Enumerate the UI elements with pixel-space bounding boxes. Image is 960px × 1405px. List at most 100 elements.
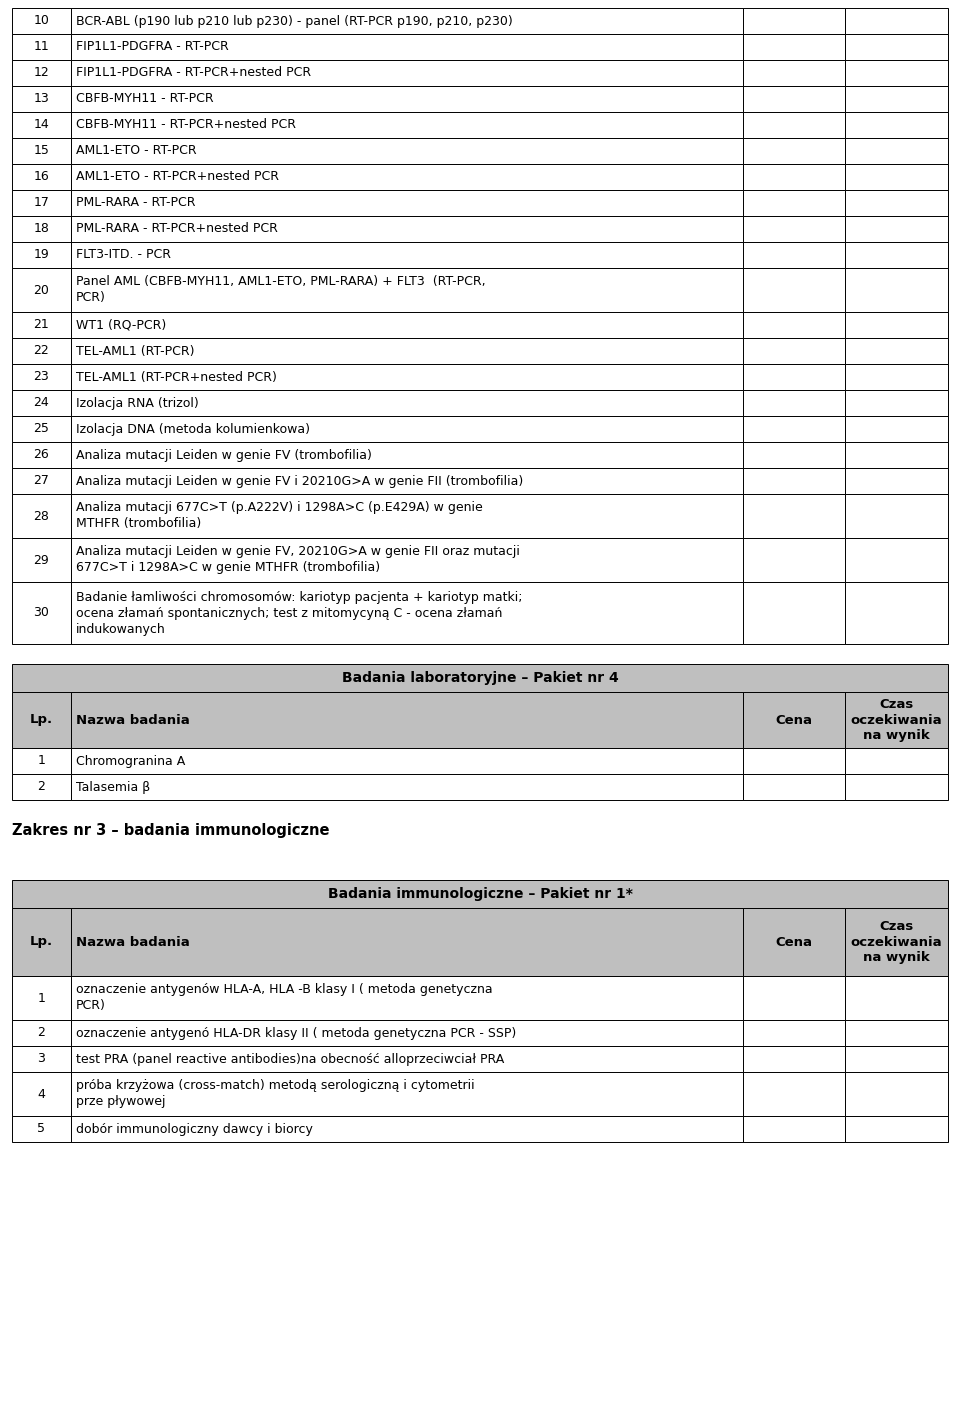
Bar bbox=[743, 416, 845, 443]
Bar bbox=[743, 582, 845, 643]
Bar bbox=[12, 339, 71, 364]
Bar bbox=[743, 1072, 845, 1116]
Bar bbox=[845, 86, 948, 112]
Bar bbox=[743, 774, 845, 799]
Bar bbox=[12, 468, 71, 495]
Text: 23: 23 bbox=[34, 371, 49, 384]
Text: 10: 10 bbox=[34, 14, 49, 28]
Bar bbox=[845, 1020, 948, 1045]
Bar bbox=[845, 60, 948, 86]
Text: oznaczenie antygenó HLA-DR klasy II ( metoda genetyczna PCR - SSP): oznaczenie antygenó HLA-DR klasy II ( me… bbox=[76, 1027, 516, 1040]
Bar bbox=[845, 138, 948, 164]
Text: 25: 25 bbox=[34, 423, 49, 436]
Text: Badanie łamliwości chromosomów: kariotyp pacjenta + kariotyp matki;
ocena złamań: Badanie łamliwości chromosomów: kariotyp… bbox=[76, 590, 522, 635]
Text: Analiza mutacji Leiden w genie FV, 20210G>A w genie FII oraz mutacji
677C>T i 12: Analiza mutacji Leiden w genie FV, 20210… bbox=[76, 545, 520, 575]
Bar bbox=[71, 60, 743, 86]
Text: 27: 27 bbox=[34, 475, 49, 488]
Text: Lp.: Lp. bbox=[30, 714, 53, 726]
Bar bbox=[743, 112, 845, 138]
Text: 3: 3 bbox=[37, 1052, 45, 1065]
Text: 18: 18 bbox=[34, 222, 49, 236]
Text: 16: 16 bbox=[34, 170, 49, 184]
Bar bbox=[743, 1020, 845, 1045]
Bar bbox=[743, 443, 845, 468]
Bar bbox=[845, 391, 948, 416]
Text: FIP1L1-PDGFRA - RT-PCR: FIP1L1-PDGFRA - RT-PCR bbox=[76, 41, 228, 53]
Text: Cena: Cena bbox=[776, 936, 812, 948]
Bar bbox=[71, 1116, 743, 1142]
Bar bbox=[743, 1045, 845, 1072]
Bar bbox=[845, 268, 948, 312]
Text: dobór immunologiczny dawcy i biorcy: dobór immunologiczny dawcy i biorcy bbox=[76, 1123, 313, 1135]
Bar bbox=[12, 538, 71, 582]
Bar bbox=[845, 443, 948, 468]
Text: Badania laboratoryjne – Pakiet nr 4: Badania laboratoryjne – Pakiet nr 4 bbox=[342, 672, 618, 686]
Text: Izolacja RNA (trizol): Izolacja RNA (trizol) bbox=[76, 396, 199, 409]
Bar bbox=[845, 312, 948, 339]
Bar bbox=[71, 582, 743, 643]
Bar bbox=[743, 268, 845, 312]
Bar bbox=[12, 112, 71, 138]
Text: AML1-ETO - RT-PCR: AML1-ETO - RT-PCR bbox=[76, 145, 197, 157]
Text: Zakres nr 3 – badania immunologiczne: Zakres nr 3 – badania immunologiczne bbox=[12, 822, 329, 837]
Text: 17: 17 bbox=[34, 197, 49, 209]
Text: FLT3-ITD. - PCR: FLT3-ITD. - PCR bbox=[76, 249, 171, 261]
Bar bbox=[12, 1020, 71, 1045]
Bar bbox=[71, 339, 743, 364]
Bar bbox=[71, 391, 743, 416]
Bar bbox=[845, 538, 948, 582]
Bar bbox=[12, 495, 71, 538]
Bar bbox=[845, 1116, 948, 1142]
Bar bbox=[71, 112, 743, 138]
Text: 2: 2 bbox=[37, 781, 45, 794]
Bar bbox=[12, 1116, 71, 1142]
Bar bbox=[12, 34, 71, 60]
Bar bbox=[71, 416, 743, 443]
Bar bbox=[12, 908, 71, 976]
Bar bbox=[743, 86, 845, 112]
Bar bbox=[71, 1072, 743, 1116]
Bar bbox=[743, 976, 845, 1020]
Bar bbox=[71, 1020, 743, 1045]
Bar bbox=[12, 976, 71, 1020]
Bar bbox=[845, 1045, 948, 1072]
Bar bbox=[845, 495, 948, 538]
Bar bbox=[845, 364, 948, 391]
Bar bbox=[743, 190, 845, 216]
Bar bbox=[12, 190, 71, 216]
Bar bbox=[71, 242, 743, 268]
Text: Talasemia β: Talasemia β bbox=[76, 781, 150, 794]
Bar bbox=[71, 443, 743, 468]
Bar bbox=[743, 242, 845, 268]
Bar bbox=[845, 747, 948, 774]
Bar bbox=[743, 468, 845, 495]
Bar bbox=[71, 268, 743, 312]
Bar bbox=[12, 391, 71, 416]
Text: Analiza mutacji 677C>T (p.A222V) i 1298A>C (p.E429A) w genie
MTHFR (trombofilia): Analiza mutacji 677C>T (p.A222V) i 1298A… bbox=[76, 502, 483, 531]
Bar bbox=[743, 8, 845, 34]
Bar bbox=[845, 908, 948, 976]
Text: 26: 26 bbox=[34, 448, 49, 461]
Bar bbox=[71, 976, 743, 1020]
Bar bbox=[743, 391, 845, 416]
Bar bbox=[743, 216, 845, 242]
Text: 1: 1 bbox=[37, 992, 45, 1005]
Text: WT1 (RQ-PCR): WT1 (RQ-PCR) bbox=[76, 319, 166, 332]
Bar bbox=[12, 1072, 71, 1116]
Bar bbox=[12, 312, 71, 339]
Text: Lp.: Lp. bbox=[30, 936, 53, 948]
Bar bbox=[845, 1072, 948, 1116]
Text: Nazwa badania: Nazwa badania bbox=[76, 714, 190, 726]
Bar bbox=[743, 164, 845, 190]
Text: TEL-AML1 (RT-PCR+nested PCR): TEL-AML1 (RT-PCR+nested PCR) bbox=[76, 371, 276, 384]
Text: 30: 30 bbox=[34, 607, 49, 620]
Bar bbox=[845, 582, 948, 643]
Bar bbox=[71, 86, 743, 112]
Bar bbox=[743, 747, 845, 774]
Bar bbox=[71, 774, 743, 799]
Bar bbox=[845, 216, 948, 242]
Bar bbox=[12, 1045, 71, 1072]
Bar bbox=[71, 164, 743, 190]
Text: 15: 15 bbox=[34, 145, 49, 157]
Bar bbox=[12, 268, 71, 312]
